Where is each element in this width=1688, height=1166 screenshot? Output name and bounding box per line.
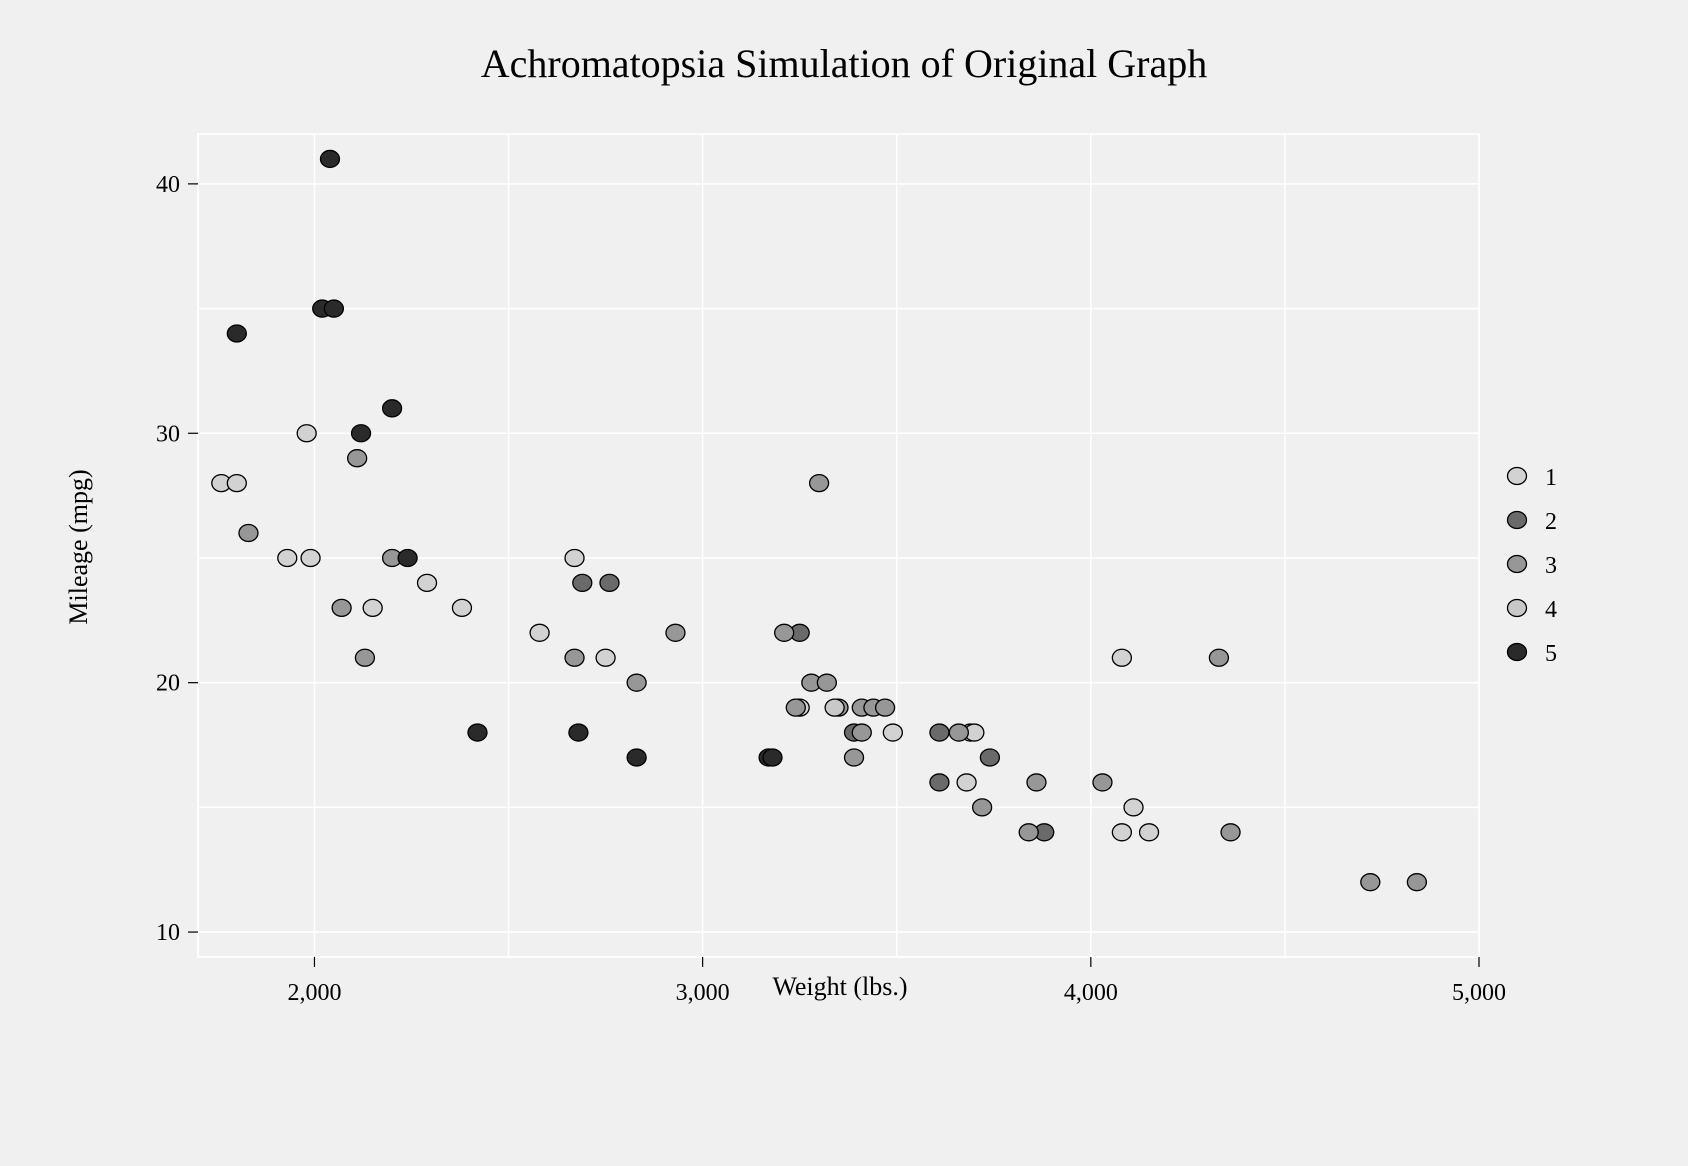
legend-marker-5 [1506,642,1528,662]
legend-label-3: 3 [1545,553,1557,579]
data-point-series-1 [1111,823,1133,842]
data-point-series-5 [381,399,403,418]
data-point-series-3 [1092,773,1113,792]
data-point-series-1 [1111,648,1133,667]
data-point-series-3 [851,723,872,742]
x-tick-label: 4,000 [1064,980,1118,1006]
data-point-series-3 [238,523,259,543]
data-point-series-3 [971,798,993,817]
data-point-series-3 [1220,823,1241,842]
data-point-series-3 [874,698,896,717]
data-point-series-3 [774,623,795,642]
data-point-series-5 [319,149,341,169]
grid [198,134,1480,957]
legend-label-4: 4 [1545,597,1557,623]
x-axis-label: Weight (lbs.) [772,972,907,1001]
plot-area [197,133,1480,958]
data-point-series-1 [362,598,383,617]
data-point-series-3 [843,748,865,767]
data-point-series-5 [626,748,647,767]
data-point-series-3 [1018,823,1039,842]
data-point-series-3 [354,648,376,667]
x-tick-label: 2,000 [287,980,341,1006]
y-tick-label: 20 [156,671,180,697]
data-point-series-3 [564,648,585,667]
data-point-series-3 [948,723,969,742]
data-point-series-1 [1123,798,1144,817]
data-point-series-1 [1138,823,1160,842]
data-point-series-1 [882,723,903,742]
data-point-series-4 [824,698,845,717]
data-point-series-1 [595,648,616,667]
y-tick-label: 40 [156,172,180,198]
data-point-series-1 [416,573,438,593]
data-point-series-1 [277,548,298,568]
legend-marker-3 [1506,554,1528,574]
data-point-series-1 [956,773,977,792]
x-tick-label: 3,000 [676,980,730,1006]
data-point-series-1 [296,424,317,443]
data-point-series-2 [929,773,950,792]
data-point-series-3 [665,623,686,642]
data-point-series-5 [323,299,345,318]
chart-title: Achromatopsia Simulation of Original Gra… [481,41,1208,86]
data-point-series-2 [572,573,593,593]
data-point-series-3 [808,474,830,493]
data-point-series-1 [529,623,550,642]
y-tick-label: 10 [156,920,180,946]
data-point-series-5 [397,548,418,568]
legend-label-5: 5 [1545,641,1557,667]
scatter-chart: Achromatopsia Simulation of Original Gra… [60,40,1628,1086]
data-point-series-3 [816,673,838,692]
data-point-series-3 [1406,873,1428,892]
data-point-series-3 [347,449,368,468]
data-point-series-3 [626,673,647,692]
data-point-series-3 [1208,648,1230,667]
legend-label-2: 2 [1545,509,1557,535]
data-point-series-1 [451,598,473,617]
data-point-series-5 [226,324,247,343]
legend-marker-2 [1506,510,1528,530]
legend-marker-1 [1506,466,1528,486]
y-tick-label: 30 [156,421,180,447]
data-point-series-2 [599,573,620,593]
data-point-series-5 [762,748,783,767]
data-point-series-3 [1360,873,1381,892]
y-axis-label: Mileage (mpg) [64,469,93,624]
data-point-series-1 [226,474,247,493]
data-point-series-3 [1026,773,1047,792]
data-point-series-5 [467,723,488,742]
data-point-series-5 [350,424,372,443]
data-point-series-2 [979,748,1001,767]
x-tick-label: 5,000 [1452,980,1506,1006]
chart-svg: Achromatopsia Simulation of Original Gra… [60,40,1628,1086]
data-point-series-3 [331,598,352,617]
data-point-series-3 [785,698,806,717]
data-point-series-2 [929,723,950,742]
legend-marker-4 [1506,598,1528,618]
legend: 1 2 3 4 5 [1506,465,1557,667]
data-point-series-5 [568,723,589,742]
data-point-series-1 [300,548,321,568]
data-points [211,149,1428,892]
axes: 2,000 3,000 4,000 5,000 10 20 30 40 [156,134,1506,1006]
legend-label-1: 1 [1545,465,1557,491]
data-point-series-1 [564,548,585,568]
